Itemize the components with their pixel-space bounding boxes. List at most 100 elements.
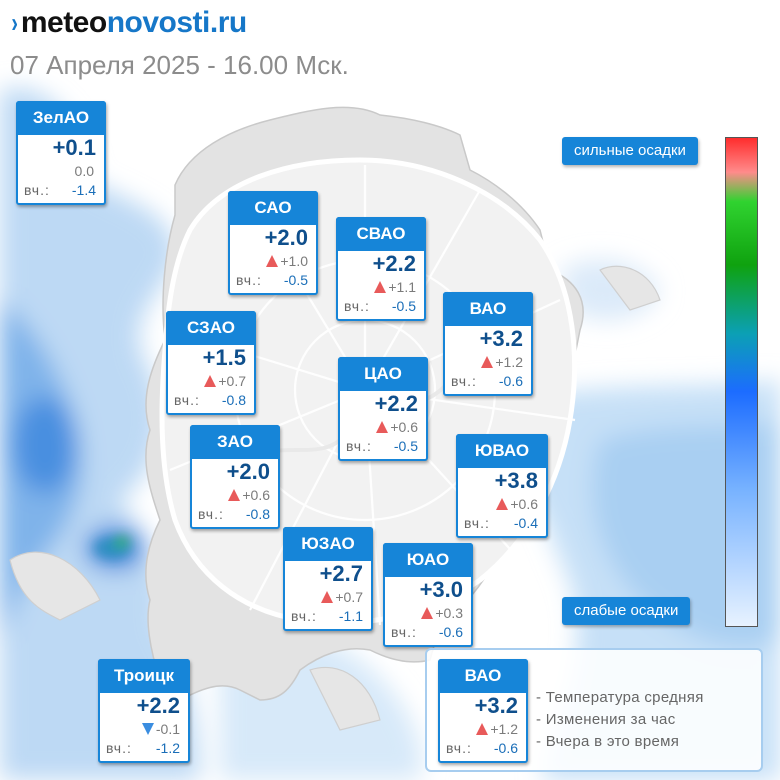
- precipitation-core: [94, 536, 130, 558]
- scale-low-label: слабые осадки: [562, 597, 691, 625]
- yesterday-value: -0.8: [245, 506, 270, 522]
- district-card[interactable]: ВАО +3.2 +1.2 вч.: -0.6: [443, 292, 533, 396]
- district-card[interactable]: ЗАО +2.0 +0.6 вч.: -0.8: [190, 425, 280, 529]
- yesterday-row: вч.: -0.6: [451, 373, 523, 389]
- yesterday-value: -1.2: [155, 740, 180, 756]
- district-card[interactable]: САО +2.0 +1.0 вч.: -0.5: [228, 191, 318, 295]
- precipitation-scale-bar: [725, 137, 758, 627]
- yesterday-label: вч.:: [391, 624, 417, 640]
- yesterday-value: -0.5: [393, 438, 418, 454]
- district-temperature: +2.7: [319, 561, 363, 586]
- district-temperature: +3.8: [494, 468, 538, 493]
- district-temperature: +3.0: [419, 577, 463, 602]
- district-temperature: +3.2: [479, 326, 523, 351]
- district-name: СЗАО: [166, 311, 256, 345]
- legend-line-change: - Изменения за час: [536, 711, 676, 728]
- district-temperature: +3.2: [474, 693, 518, 718]
- legend-line-yesterday: - Вчера в это время: [536, 733, 680, 750]
- yesterday-row: вч.: -1.4: [24, 182, 96, 198]
- hourly-change: +0.6: [228, 487, 270, 503]
- logo-part-novosti: novosti.ru: [106, 6, 248, 39]
- yesterday-label: вч.:: [346, 438, 372, 454]
- yesterday-value: -0.6: [498, 373, 523, 389]
- district-card[interactable]: Троицк +2.2 -0.1 вч.: -1.2: [98, 659, 190, 763]
- district-name: Троицк: [98, 659, 190, 693]
- yesterday-row: вч.: -1.1: [291, 608, 363, 624]
- district-name: САО: [228, 191, 318, 225]
- site-logo[interactable]: › meteo novosti.ru: [10, 6, 247, 40]
- hourly-change: +1.1: [374, 279, 416, 295]
- triangle-up-icon: [481, 356, 494, 368]
- yesterday-label: вч.:: [291, 608, 317, 624]
- triangle-up-icon: [321, 591, 334, 603]
- scale-high-label: сильные осадки: [562, 137, 698, 165]
- hourly-change-value: +0.7: [218, 373, 246, 389]
- yesterday-row: вч.: -1.2: [106, 740, 180, 756]
- hourly-change-value: +0.6: [510, 496, 538, 512]
- triangle-up-icon: [376, 421, 389, 433]
- district-temperature: +2.0: [264, 225, 308, 250]
- hourly-change-value: -0.1: [155, 721, 180, 737]
- district-name: ЮАО: [383, 543, 473, 577]
- triangle-up-icon: [421, 607, 434, 619]
- yesterday-value: -1.1: [338, 608, 363, 624]
- yesterday-value: -1.4: [71, 182, 96, 198]
- district-temperature: +2.2: [372, 251, 416, 276]
- district-name: ЦАО: [338, 357, 428, 391]
- yesterday-label: вч.:: [451, 373, 477, 389]
- district-name: ЮЗАО: [283, 527, 373, 561]
- hourly-change: +0.3: [421, 605, 463, 621]
- yesterday-value: -0.5: [283, 272, 308, 288]
- hourly-change-value: +0.6: [390, 419, 418, 435]
- district-card[interactable]: ЮЗАО +2.7 +0.7 вч.: -1.1: [283, 527, 373, 631]
- yesterday-row: вч.: -0.5: [346, 438, 418, 454]
- hourly-change: +1.2: [481, 354, 523, 370]
- yesterday-label: вч.:: [174, 392, 200, 408]
- yesterday-row: вч.: -0.8: [198, 506, 270, 522]
- hourly-change: +1.0: [266, 253, 308, 269]
- district-temperature: +0.1: [52, 135, 96, 160]
- hourly-change: +0.6: [376, 419, 418, 435]
- district-name: ВАО: [443, 292, 533, 326]
- yesterday-label: вч.:: [236, 272, 262, 288]
- outer-territories: [9, 265, 661, 731]
- hourly-change-value: +1.0: [280, 253, 308, 269]
- triangle-up-icon: [374, 281, 387, 293]
- hourly-change: +0.6: [496, 496, 538, 512]
- yesterday-row: вч.: -0.5: [236, 272, 308, 288]
- district-card[interactable]: СВАО +2.2 +1.1 вч.: -0.5: [336, 217, 426, 321]
- hourly-change-value: +0.7: [335, 589, 363, 605]
- district-card[interactable]: ЗелАО +0.1 0.0 вч.: -1.4: [16, 101, 106, 205]
- district-card[interactable]: ВАО +3.2 +1.2 вч.: -0.6: [438, 659, 528, 763]
- yesterday-row: вч.: -0.4: [464, 515, 538, 531]
- district-card[interactable]: СЗАО +1.5 +0.7 вч.: -0.8: [166, 311, 256, 415]
- district-name: ЗелАО: [16, 101, 106, 135]
- yesterday-row: вч.: -0.6: [446, 740, 518, 756]
- district-card[interactable]: ЮВАО +3.8 +0.6 вч.: -0.4: [456, 434, 548, 538]
- yesterday-label: вч.:: [344, 298, 370, 314]
- district-card[interactable]: ЮАО +3.0 +0.3 вч.: -0.6: [383, 543, 473, 647]
- yesterday-value: -0.8: [221, 392, 246, 408]
- hourly-change-value: +1.2: [490, 721, 518, 737]
- district-name: ЮВАО: [456, 434, 548, 468]
- hourly-change: -0.1: [141, 721, 180, 737]
- triangle-up-icon: [266, 255, 279, 267]
- yesterday-row: вч.: -0.8: [174, 392, 246, 408]
- hourly-change-value: +1.1: [388, 279, 416, 295]
- hourly-change: +1.2: [476, 721, 518, 737]
- logo-chevron-icon: ›: [11, 7, 18, 38]
- logo-part-meteo: meteo: [20, 6, 107, 39]
- district-temperature: +2.0: [226, 459, 270, 484]
- yesterday-value: -0.6: [438, 624, 463, 640]
- hourly-change-value: +1.2: [495, 354, 523, 370]
- yesterday-label: вч.:: [446, 740, 472, 756]
- district-name: СВАО: [336, 217, 426, 251]
- district-card[interactable]: ЦАО +2.2 +0.6 вч.: -0.5: [338, 357, 428, 461]
- yesterday-value: -0.4: [513, 515, 538, 531]
- district-name: ВАО: [438, 659, 528, 693]
- triangle-up-icon: [204, 375, 217, 387]
- forecast-datetime: 07 Апреля 2025 - 16.00 Мск.: [10, 50, 349, 80]
- district-temperature: +1.5: [202, 345, 246, 370]
- yesterday-row: вч.: -0.6: [391, 624, 463, 640]
